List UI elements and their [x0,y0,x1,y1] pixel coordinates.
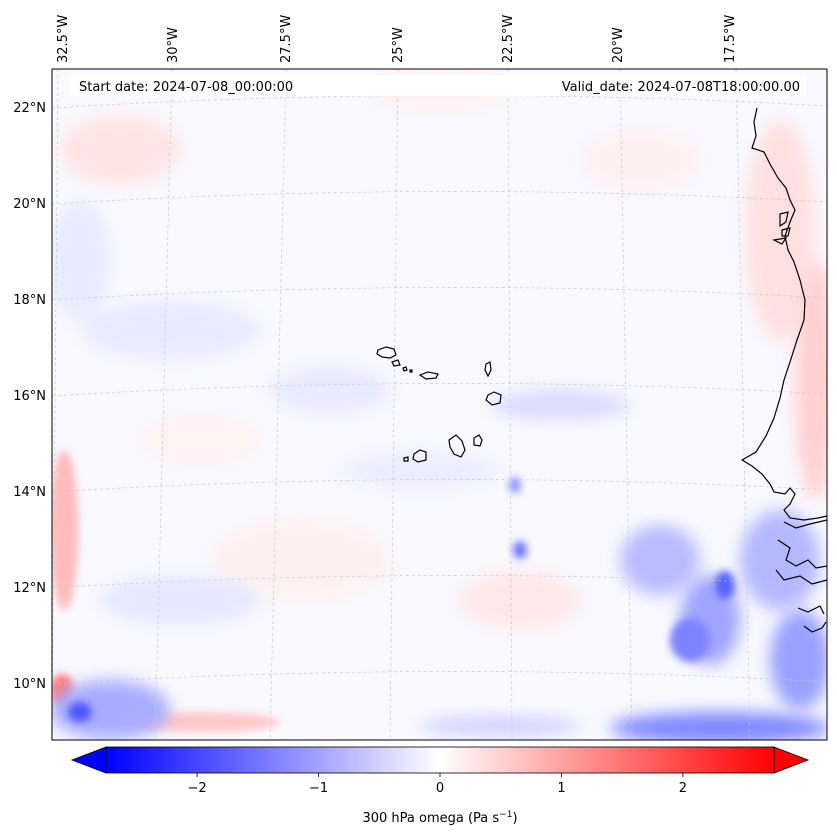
lat-label: 12°N [13,581,46,596]
gridlines [52,69,827,740]
lon-label: 17.5°W [723,15,738,63]
colorbar-label: 300 hPa omega (Pa s−1) [362,810,517,826]
colorbar-high-extend [773,746,810,774]
lon-label: 20°W [611,27,626,63]
colorbar: −2 −1 0 1 2 300 hPa omega (Pa s−1) [70,746,810,826]
colorbar-tick-label: 0 [436,781,444,796]
colorbar-tick-label: −2 [188,781,207,796]
lat-label: 16°N [13,389,46,404]
coastline-icon [740,107,828,633]
lon-label: 30°W [166,27,181,63]
map-frame [51,68,828,741]
lon-label: 32.5°W [56,15,71,63]
latitude-labels: 22°N 20°N 18°N 16°N 14°N 12°N 10°N [13,101,46,692]
lat-label: 20°N [13,197,46,212]
colorbar-tick-label: 2 [679,781,687,796]
west-africa-coast-icon [740,107,828,521]
lon-label: 22.5°W [501,15,516,63]
cape-verde-islands-icon [376,346,502,463]
header-band [70,75,807,96]
lat-label: 18°N [13,293,46,308]
lat-label: 14°N [13,485,46,500]
longitude-labels: 32.5°W 30°W 27.5°W 25°W 22.5°W 20°W 17.5… [56,15,738,63]
colorbar-gradient [106,747,774,773]
map-panel[interactable] [50,68,835,744]
valid-date-text: Valid_date: 2024-07-08T18:00:00.00 [562,80,800,95]
start-date-text: Start date: 2024-07-08_00:00:00 [79,80,293,95]
lat-label: 22°N [13,101,46,116]
colorbar-low-extend [70,746,107,774]
colorbar-tick-label: −1 [309,781,328,796]
lon-label: 25°W [391,27,406,63]
lon-label: 27.5°W [279,15,294,63]
colorbar-tick-label: 1 [557,781,565,796]
lat-label: 10°N [13,677,46,692]
